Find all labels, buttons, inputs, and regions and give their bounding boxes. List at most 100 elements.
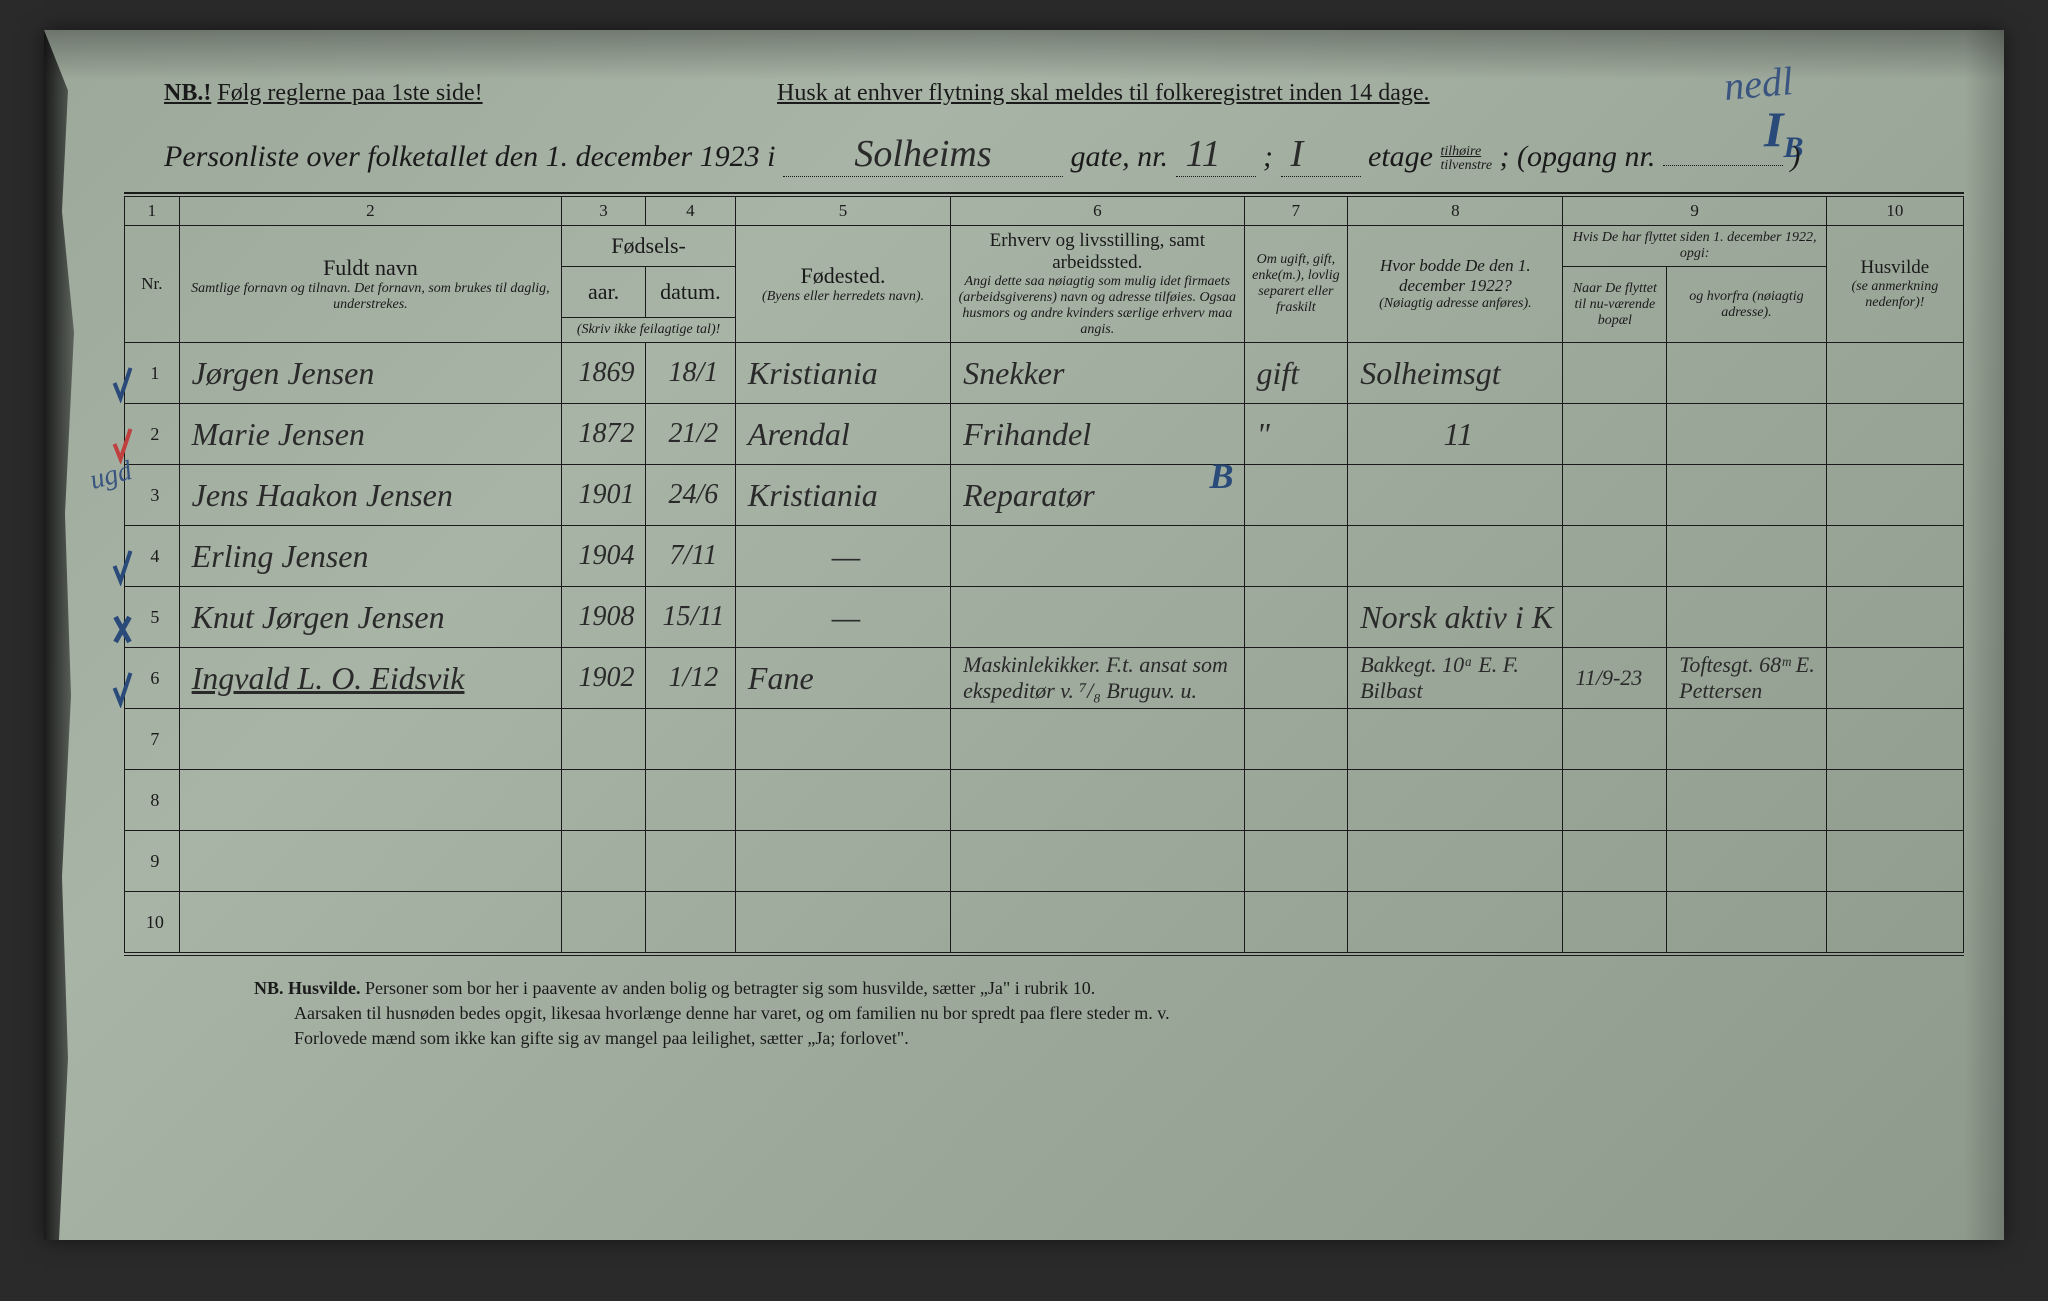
row-nr: 5	[125, 587, 180, 648]
column-numbers: 1 2 3 4 5 6 7 8 9 10	[125, 195, 1964, 226]
etage-fill: I	[1281, 132, 1361, 177]
col6: 6	[951, 195, 1244, 226]
semi: ;	[1263, 140, 1281, 173]
row-date: 7/11	[645, 526, 735, 587]
hdr-homeless: Husvilde (se anmerkning nedenfor)!	[1826, 226, 1963, 343]
hdr-nr: Nr.	[125, 226, 180, 343]
row-name: Ingvald L. O. Eidsvik	[179, 648, 562, 709]
form-title-line: Personliste over folketallet den 1. dece…	[124, 117, 1964, 193]
occ-sub: Angi dette saa nøiagtig som mulig idet f…	[957, 274, 1237, 338]
row-nr: 6	[125, 648, 180, 709]
prev-sub: (Nøiagtig adresse anføres).	[1354, 296, 1556, 312]
torn-edge	[44, 30, 104, 1240]
row-date: 18/1	[645, 343, 735, 404]
hdr-birthplace: Fødested. (Byens eller herredets navn).	[735, 226, 950, 343]
annotation-mark: B	[1209, 455, 1233, 497]
hdr-name: Fuldt navn Samtlige fornavn og tilnavn. …	[179, 226, 562, 343]
street-fill: Solheims	[783, 132, 1063, 177]
col2: 2	[179, 195, 562, 226]
homeless-title: Husvilde	[1833, 257, 1957, 279]
footnote-nb: NB. Husvilde.	[254, 978, 361, 998]
row-date: 15/11	[645, 587, 735, 648]
row-nr: 10	[125, 892, 180, 955]
row-occ: Snekker	[951, 343, 1244, 404]
annotation-area: nedl IB	[1724, 80, 1924, 107]
row-when	[1563, 343, 1667, 404]
x-mark-icon	[110, 607, 135, 647]
row-occ: Frihandel	[951, 404, 1244, 465]
row-from	[1667, 404, 1827, 465]
table-row: 8	[125, 770, 1964, 831]
footnote-line3: Forlovede mænd som ikke kan gifte sig av…	[254, 1026, 1834, 1051]
row-date: 1/12	[645, 648, 735, 709]
footnote-line1: NB. Husvilde. Personer som bor her i paa…	[254, 978, 1095, 998]
occ-title: Erhverv og livsstilling, samt arbeidsste…	[957, 230, 1237, 274]
row-name: Jens Haakon Jensen	[179, 465, 562, 526]
row-when	[1563, 465, 1667, 526]
row-year: 1901	[562, 465, 646, 526]
row-year: 1908	[562, 587, 646, 648]
checkmark-icon	[110, 363, 135, 403]
birthplace-title: Fødested.	[742, 263, 944, 289]
title-prefix: Personliste over folketallet den 1. dece…	[164, 140, 776, 173]
hdr-moved: Hvis De har flyttet siden 1. december 19…	[1563, 226, 1826, 267]
row-occ	[951, 526, 1244, 587]
row-occ: Maskinlekikker. F.t. ansat som ekspeditø…	[951, 648, 1244, 709]
gate-label: gate, nr.	[1071, 140, 1169, 173]
col9: 9	[1563, 195, 1826, 226]
table-row: 10	[125, 892, 1964, 955]
hdr-movedwhen: Naar De flyttet til nu-værende bopæl	[1563, 267, 1667, 343]
col1: 1	[125, 195, 180, 226]
row-name: Jørgen Jensen	[179, 343, 562, 404]
row-name: Knut Jørgen Jensen	[179, 587, 562, 648]
form-content: NB.! Følg reglerne paa 1ste side! Husk a…	[124, 80, 1964, 1210]
row-place: —	[735, 526, 950, 587]
row-name: Marie Jensen	[179, 404, 562, 465]
row-occ: Reparatør B	[951, 465, 1244, 526]
col7: 7	[1244, 195, 1348, 226]
name-title: Fuldt navn	[186, 255, 556, 281]
row-when	[1563, 404, 1667, 465]
rules-text: Følg reglerne paa 1ste side!	[217, 80, 482, 106]
col10: 10	[1826, 195, 1963, 226]
table-row: 1 Jørgen Jensen 1869 18/1 Kristiania Sne…	[125, 343, 1964, 404]
table-header: 1 2 3 4 5 6 7 8 9 10 Nr. Fuldt navn Samt…	[125, 195, 1964, 343]
row-from	[1667, 343, 1827, 404]
table-row: 6 Ingvald L. O. Eidsvik 1902 1/12 Fane M…	[125, 648, 1964, 709]
row-from	[1667, 526, 1827, 587]
row-from: Toftesgt. 68ᵐ E. Pettersen	[1667, 648, 1827, 709]
header-main: Nr. Fuldt navn Samtlige fornavn og tilna…	[125, 226, 1964, 267]
closing: )	[1790, 140, 1800, 173]
etage-label: etage	[1368, 140, 1433, 173]
table-row: 7	[125, 709, 1964, 770]
col8: 8	[1348, 195, 1563, 226]
margin-note: ugd	[87, 455, 136, 497]
hdr-movedfrom: og hvorfra (nøiagtig adresse).	[1667, 267, 1827, 343]
row-status: "	[1244, 404, 1348, 465]
row-place: —	[735, 587, 950, 648]
birthplace-sub: (Byens eller herredets navn).	[742, 289, 944, 305]
row-place: Arendal	[735, 404, 950, 465]
row-hv	[1826, 343, 1963, 404]
reminder-text: Husk at enhver flytning skal meldes til …	[777, 80, 1430, 107]
row-nr: 4	[125, 526, 180, 587]
row-nr: 8	[125, 770, 180, 831]
row-prev: 11	[1348, 404, 1563, 465]
row-hv	[1826, 465, 1963, 526]
homeless-sub: (se anmerkning nedenfor)!	[1833, 279, 1957, 311]
row-when	[1563, 587, 1667, 648]
row-from	[1667, 465, 1827, 526]
row-nr: 2	[125, 404, 180, 465]
row-status	[1244, 526, 1348, 587]
row-hv	[1826, 526, 1963, 587]
footnote-text1: Personer som bor her i paavente av anden…	[365, 978, 1095, 998]
row-nr: ugd 3	[125, 465, 180, 526]
row-year: 1872	[562, 404, 646, 465]
row-date: 24/6	[645, 465, 735, 526]
name-sub: Samtlige fornavn og tilnavn. Det fornavn…	[186, 281, 556, 313]
row-status	[1244, 465, 1348, 526]
header-row: NB.! Følg reglerne paa 1ste side! Husk a…	[124, 80, 1964, 117]
row-name: Erling Jensen	[179, 526, 562, 587]
col5: 5	[735, 195, 950, 226]
row-date: 21/2	[645, 404, 735, 465]
